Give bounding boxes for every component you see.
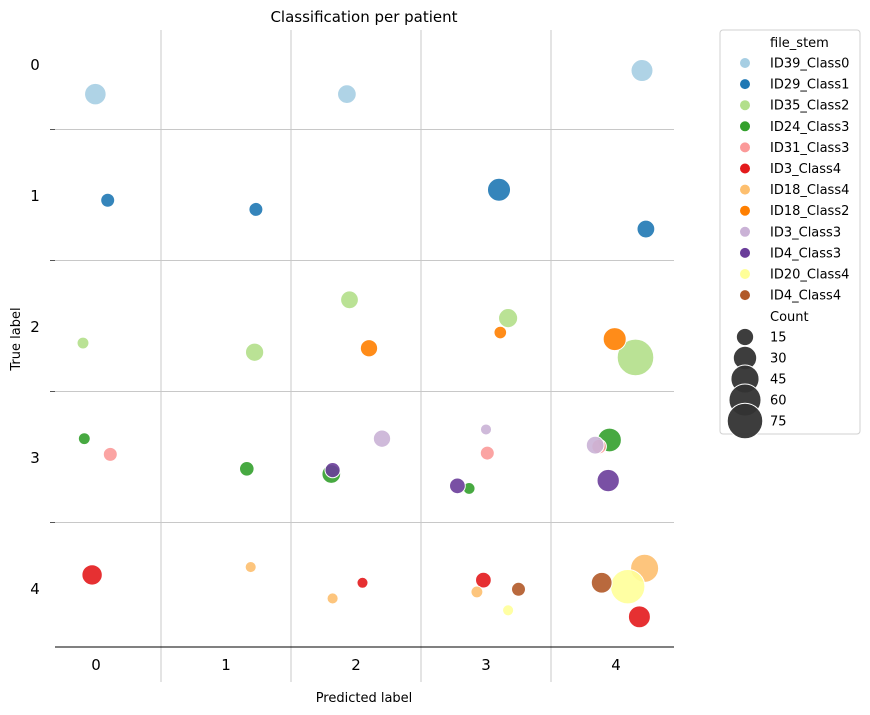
legend-hue-items: ID39_Class0 ID29_Class1 ID35_Class2 ID24_Cl… (739, 57, 849, 304)
data-point-id18-class2 (602, 327, 627, 352)
x-tick-label: 4 (611, 656, 621, 674)
legend-size-label: 75 (770, 415, 787, 430)
legend-size-label: 15 (770, 331, 787, 346)
data-point-id35-class2 (244, 342, 265, 362)
data-point-id18-class4 (244, 560, 257, 574)
data-point-id31-class3 (102, 446, 118, 462)
legend-marker (739, 120, 751, 133)
data-point-id35-class2 (340, 290, 359, 310)
data-point-id18-class2 (359, 339, 379, 358)
data-point-id39-class0 (337, 84, 357, 104)
legend-marker (739, 141, 751, 154)
chart-title: Classification per patient (270, 8, 457, 26)
y-axis-label: True label (9, 307, 24, 371)
legend-size-items: 15 30 45 60 75 (726, 327, 787, 440)
legend-label: ID24_Class3 (770, 120, 849, 135)
legend-marker (739, 99, 751, 112)
legend: file_stem ID39_Class0 ID29_Class1 ID35_Cla… (719, 29, 861, 440)
legend-marker (739, 225, 751, 238)
legend-label: ID3_Class3 (770, 225, 841, 240)
x-axis-label: Predicted label (316, 691, 413, 706)
legend-size-title: Count (770, 310, 809, 325)
data-point-id3-class4 (627, 605, 651, 629)
x-tick-label: 1 (221, 656, 231, 674)
x-tick-label: 2 (351, 656, 361, 674)
legend-label: ID4_Class4 (770, 289, 841, 304)
legend-label: ID3_Class4 (770, 162, 841, 177)
data-point-id4-class3 (596, 468, 620, 493)
data-point-id3-class3 (479, 423, 493, 436)
data-point-id39-class0 (84, 82, 107, 106)
y-tick-label: 4 (30, 580, 40, 598)
data-point-id39-class0 (630, 59, 654, 83)
legend-label: ID4_Class3 (770, 246, 841, 261)
legend-marker (739, 289, 751, 302)
data-point-id18-class4 (470, 585, 484, 599)
legend-label: ID39_Class0 (770, 57, 849, 72)
data-point-id3-class4 (356, 576, 369, 589)
legend-size-label: 30 (770, 352, 787, 367)
y-tick-labels: 0 1 2 3 4 (30, 56, 40, 598)
y-tick-label: 2 (30, 318, 40, 336)
data-point-id35-class2 (76, 336, 90, 350)
data-point-id29-class1 (486, 177, 512, 202)
data-point-id4-class4 (590, 571, 613, 594)
legend-marker (739, 268, 751, 280)
legend-label: ID31_Class3 (770, 141, 849, 156)
data-point-id20-class4 (502, 604, 515, 617)
data-point-id29-class1 (248, 201, 264, 217)
data-point-id29-class1 (636, 219, 656, 239)
legend-size-label: 45 (770, 373, 787, 388)
data-point-id31-class3 (479, 445, 495, 461)
data-point-id4-class3 (449, 477, 466, 495)
grid-lines (50, 30, 674, 682)
legend-marker (739, 183, 751, 196)
legend-label: ID29_Class1 (770, 78, 849, 93)
data-point-id3-class4 (81, 564, 103, 586)
data-point-id18-class4 (326, 592, 339, 605)
data-point-id18-class2 (493, 325, 508, 340)
legend-hue-title: file_stem (770, 36, 829, 51)
legend-label: ID18_Class4 (770, 183, 849, 198)
legend-marker (739, 78, 751, 91)
legend-size-label: 60 (770, 394, 787, 409)
legend-frame (719, 29, 861, 435)
legend-marker (739, 246, 751, 259)
legend-label: ID18_Class2 (770, 204, 849, 219)
data-point-id3-class3 (372, 429, 392, 448)
data-point-id4-class3 (324, 461, 341, 479)
legend-marker (739, 204, 751, 217)
legend-marker (739, 162, 751, 175)
x-tick-labels: 0 1 2 3 4 (91, 656, 621, 674)
legend-size-marker (726, 402, 764, 440)
y-tick-label: 0 (30, 56, 40, 74)
legend-label: ID35_Class2 (770, 99, 849, 114)
x-tick-label: 0 (91, 656, 101, 674)
legend-marker (739, 57, 751, 69)
data-point-id29-class1 (100, 192, 116, 208)
y-tick-label: 1 (30, 187, 40, 205)
data-points (76, 59, 660, 629)
data-point-id24-class3 (238, 460, 255, 477)
data-point-id35-class2 (498, 308, 519, 329)
data-point-id24-class3 (77, 432, 91, 446)
data-point-id4-class4 (511, 581, 526, 597)
data-point-id3-class4 (475, 571, 492, 589)
y-tick-label: 3 (30, 449, 40, 467)
data-point-id35-class2 (616, 338, 655, 377)
data-point-id20-class4 (610, 568, 646, 605)
x-tick-label: 3 (481, 656, 491, 674)
legend-label: ID20_Class4 (770, 268, 849, 283)
data-point-id3-class3 (585, 435, 605, 455)
legend-size-marker (735, 327, 755, 347)
